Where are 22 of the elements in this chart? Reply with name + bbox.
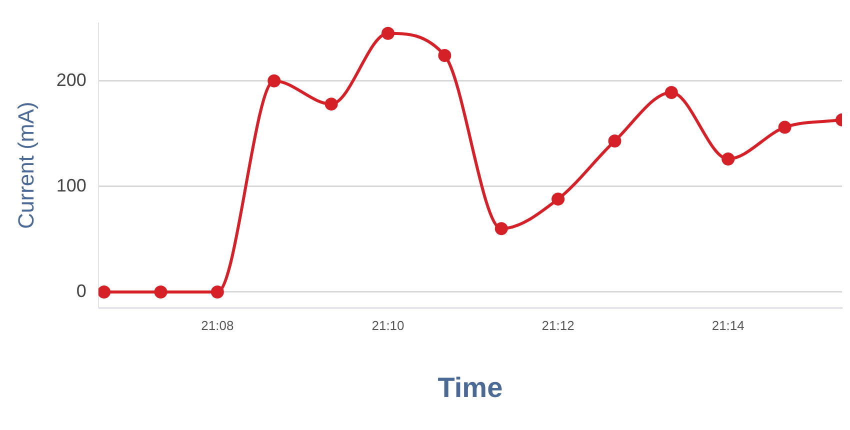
y-axis-title: Current (mA) [13, 102, 38, 229]
point [608, 134, 622, 148]
point [381, 26, 394, 40]
y-tick-label: 200 [56, 70, 86, 90]
point [494, 222, 508, 236]
point [722, 152, 735, 166]
x-axis-title: Time [438, 372, 503, 403]
x-tick-label: 21:10 [372, 318, 404, 334]
point [438, 49, 452, 62]
point [664, 86, 678, 99]
x-tick-label: 21:14 [712, 318, 744, 334]
y-tick-label: 0 [76, 280, 86, 301]
point [778, 120, 792, 134]
x-tick-label: 21:08 [201, 318, 234, 334]
point [154, 285, 168, 298]
point [98, 285, 111, 298]
x-tick-label: 21:12 [542, 318, 574, 334]
point [210, 285, 224, 298]
point [552, 192, 565, 206]
y-tick-label: 100 [56, 175, 86, 196]
point [268, 74, 281, 88]
point [324, 98, 338, 111]
